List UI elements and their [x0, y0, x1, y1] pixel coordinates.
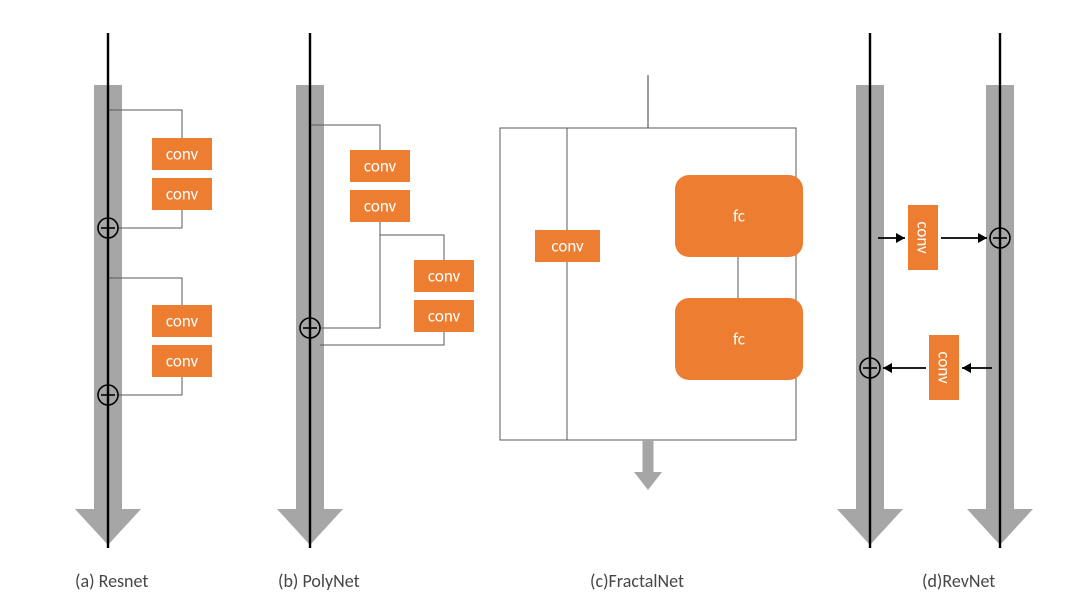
svg-text:conv: conv — [934, 351, 955, 384]
conv-block: conv — [350, 150, 410, 182]
conv-block: conv — [152, 178, 212, 210]
caption-a: (a) Resnet — [75, 570, 148, 592]
svg-text:conv: conv — [166, 311, 199, 332]
conv-block: conv — [350, 190, 410, 222]
conv-block: conv — [908, 205, 938, 270]
conv-block: conv — [929, 335, 959, 400]
svg-text:fc: fc — [733, 206, 745, 227]
svg-text:conv: conv — [166, 351, 199, 372]
fc-block: fc — [675, 298, 803, 380]
svg-text:conv: conv — [913, 221, 934, 254]
conv-block: conv — [152, 345, 212, 377]
conv-block: conv — [152, 305, 212, 337]
add-node — [98, 218, 118, 238]
add-node — [860, 358, 880, 378]
svg-text:conv: conv — [364, 196, 397, 217]
caption-c: (c)FractalNet — [590, 570, 684, 592]
svg-text:conv: conv — [166, 184, 199, 205]
add-node — [98, 385, 118, 405]
svg-text:conv: conv — [364, 156, 397, 177]
conv-block: conv — [152, 138, 212, 170]
caption-d: (d)RevNet — [922, 570, 995, 592]
svg-text:fc: fc — [733, 329, 745, 350]
fc-block: fc — [675, 175, 803, 257]
conv-block: conv — [414, 300, 474, 332]
conv-block: conv — [535, 230, 600, 262]
svg-text:conv: conv — [428, 266, 461, 287]
add-node — [990, 228, 1010, 248]
svg-text:conv: conv — [166, 144, 199, 165]
svg-text:conv: conv — [551, 236, 584, 257]
add-node — [300, 318, 320, 338]
background — [0, 0, 1080, 606]
conv-block: conv — [414, 260, 474, 292]
svg-text:conv: conv — [428, 306, 461, 327]
diagram-canvas: conv conv conv conv conv conv conv conv conv conv… — [0, 0, 1080, 606]
caption-b: (b) PolyNet — [278, 570, 360, 592]
